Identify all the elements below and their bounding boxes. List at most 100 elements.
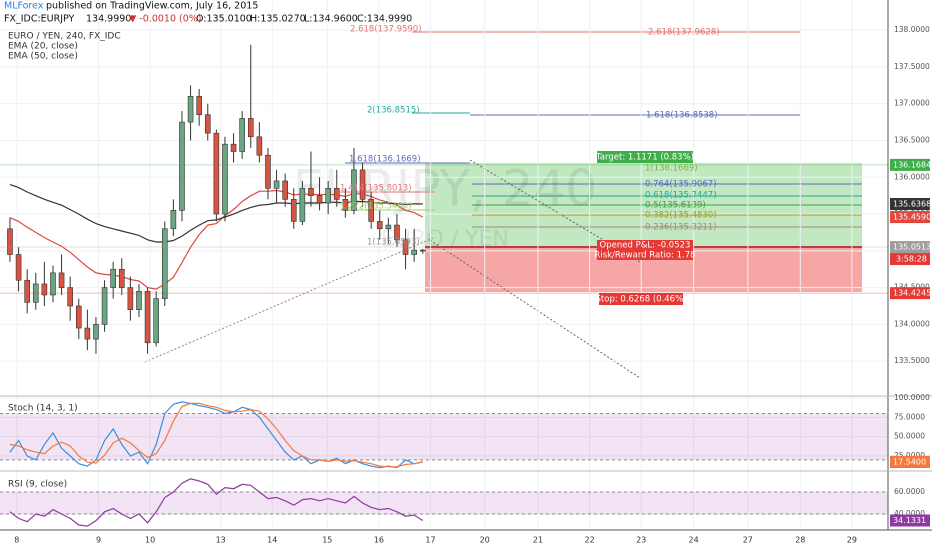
last-value-label-box [890, 514, 930, 527]
y-tick-label: 25.0000 [894, 451, 925, 460]
x-tick-label: 28 [795, 536, 805, 545]
x-tick-label: 20 [480, 536, 490, 545]
high: H:135.0270 [250, 14, 306, 25]
series-line [9, 401, 423, 469]
y-tick-label: 134.0000 [894, 319, 930, 328]
pnl-box [597, 240, 693, 260]
price-label: 136.1684 [893, 160, 931, 169]
trend-line [144, 237, 434, 363]
pane-title: RSI (9, close) [8, 480, 67, 490]
candle-body [385, 224, 392, 230]
candle-body [316, 195, 323, 204]
candle-body [290, 199, 297, 222]
fib-label: 0.382(135.4830) [645, 211, 717, 221]
publisher[interactable]: MLForex [4, 1, 44, 12]
y-tick-label: 134.5000 [894, 283, 930, 292]
candle-body [282, 180, 288, 200]
candle-body [196, 96, 202, 116]
price-label-box [890, 158, 930, 171]
candle-body [333, 188, 340, 200]
candle-body [161, 228, 168, 299]
stop-label: Stop: 0.6268 (0.46%) [596, 295, 687, 305]
candle-body [118, 268, 125, 288]
fib-label: 2.618(137.9590) [350, 25, 422, 35]
symbol: FX_IDC:EURJPY [4, 14, 75, 25]
x-tick-label: 21 [533, 536, 543, 545]
y-tick-label: 137.5000 [894, 62, 930, 71]
x-tick-label: 23 [636, 536, 646, 545]
y-tick-label: 136.5000 [894, 135, 930, 144]
price-label: 134.4245 [893, 289, 931, 298]
y-tick-label: 60.0000 [894, 487, 925, 496]
candle-body [239, 118, 245, 152]
candle-body [247, 118, 254, 138]
candle-body [351, 169, 357, 211]
legend-entry: EMA (20, close) [8, 42, 78, 52]
fib-label: 0.764(135.9067) [645, 180, 717, 190]
y-tick-label: 136.0000 [894, 172, 930, 181]
fib-label: 2.618(137.9628) [648, 28, 720, 38]
last-value-label-box [890, 455, 930, 468]
target-box [597, 151, 693, 163]
candle-body [58, 272, 65, 288]
watermark-sub: EURO / YEN [381, 227, 509, 252]
candle-body [411, 249, 417, 255]
candle-body [204, 114, 211, 134]
last-value-label: 135.4590 [893, 213, 931, 222]
candle-body [110, 268, 116, 288]
series-line [9, 478, 424, 527]
candle-body [325, 188, 331, 204]
candle-body [376, 221, 383, 230]
candle-body [419, 249, 426, 252]
close: C:134.9990 [357, 14, 412, 25]
price-label-box [890, 287, 930, 300]
y-tick-label: 40.0000 [894, 509, 925, 518]
candle-body [7, 228, 13, 255]
x-tick-label: 8 [14, 536, 19, 545]
candle-body [67, 287, 73, 307]
candle-body [299, 188, 306, 222]
candle-body [101, 287, 108, 325]
band [0, 413, 888, 460]
target-label: Target: 1.1171 (0.83%) [595, 153, 694, 163]
x-tick-label: 24 [689, 536, 699, 545]
last-price: 134.9990 [86, 14, 131, 25]
candle-body [93, 324, 99, 340]
candle-body [136, 290, 142, 310]
candle-body [179, 121, 185, 211]
price-label: 135.0513 [893, 243, 931, 252]
candle-body [273, 180, 280, 189]
fib-label: 0.5(135.6139) [645, 201, 706, 211]
y-tick-label: 133.5000 [894, 356, 930, 365]
fib-label: 2(136.8515) [367, 106, 420, 116]
candle-body [230, 143, 237, 152]
candle-body [256, 136, 263, 156]
x-tick-label: 9 [96, 536, 101, 545]
stop-box [599, 293, 683, 305]
x-tick-label: 17 [425, 536, 435, 545]
fib-label: 1.618(136.1669) [349, 155, 421, 165]
candle-body [50, 272, 56, 296]
price-label-box [890, 241, 930, 254]
last-value-label: 135.6368 [893, 199, 931, 208]
rr-label: Risk/Reward Ratio: 1.78 [594, 251, 695, 261]
y-tick-label: 100.0000 [894, 393, 930, 402]
candle-body [153, 298, 159, 344]
y-tick-label: 137.0000 [894, 99, 930, 108]
series-line [9, 402, 423, 468]
trend-line [429, 239, 641, 379]
candle-body [75, 305, 82, 329]
candle-body [144, 290, 151, 344]
candle-body [187, 96, 194, 123]
candle-body [24, 279, 30, 303]
published: published on TradingView.com, July 16, 2… [46, 1, 258, 12]
fib-label: 1.618(136.8538) [646, 111, 718, 121]
band [0, 492, 888, 515]
candle-body [127, 287, 134, 310]
candle-body [32, 283, 39, 303]
fib-label: 1.272(135.5400) [340, 202, 412, 212]
candle-body [368, 199, 374, 222]
candle-body [41, 283, 48, 296]
last-value-label: 34.1331 [893, 516, 926, 525]
